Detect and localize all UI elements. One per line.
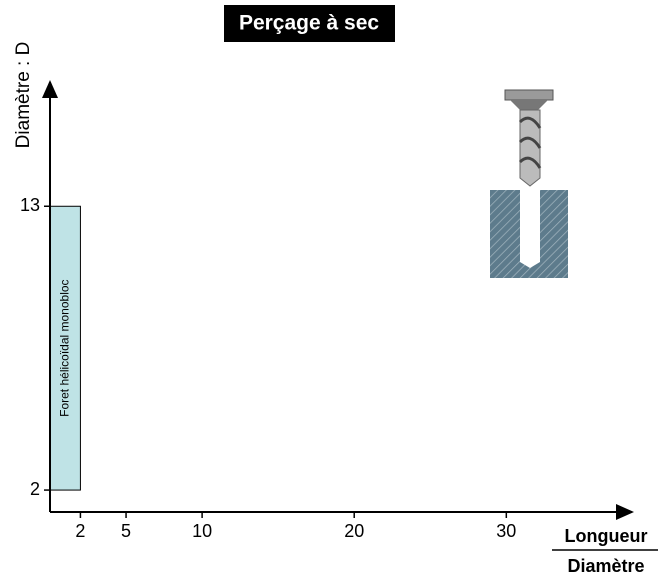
x-tick-label: 20: [344, 521, 364, 541]
plot: 2 5 10 20 30 2 13 Foret hélicoïdal monobloc: [20, 195, 516, 541]
y-axis-label: Diamètre : D: [13, 42, 34, 149]
chuck: [505, 90, 553, 100]
drill-bit: [520, 110, 540, 186]
x-tick-label: 2: [75, 521, 85, 541]
x-axis-label-denominator: Diamètre: [567, 556, 644, 576]
chart-title: Perçage à sec: [239, 12, 379, 35]
x-tick-label: 30: [496, 521, 516, 541]
chuck-nose: [510, 100, 548, 110]
chart: Perçage à sec Diamètre : D Longueur Diam…: [0, 0, 658, 578]
y-tick-label: 2: [30, 479, 40, 499]
x-tick-label: 5: [121, 521, 131, 541]
x-axis-label-numerator: Longueur: [565, 526, 648, 546]
region-label: Foret hélicoïdal monobloc: [57, 279, 71, 416]
drill-illustration: [490, 90, 568, 278]
x-tick-label: 10: [192, 521, 212, 541]
y-tick-label: 13: [20, 195, 40, 215]
hole: [520, 190, 540, 268]
